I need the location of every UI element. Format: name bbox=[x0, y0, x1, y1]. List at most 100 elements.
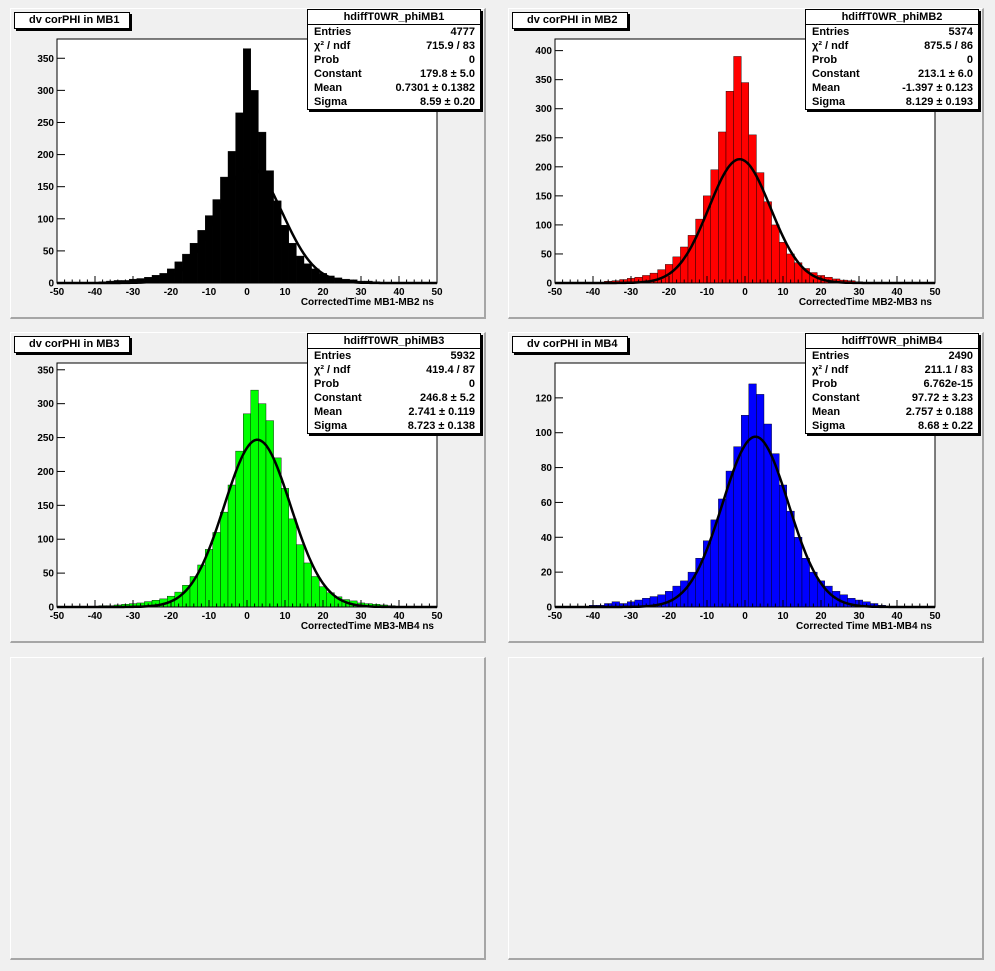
y-tick-label: 80 bbox=[541, 463, 553, 474]
y-tick-label: 150 bbox=[535, 191, 552, 202]
histogram-bar bbox=[303, 562, 312, 608]
x-tick-label: -10 bbox=[202, 611, 217, 622]
stats-label: Mean bbox=[314, 406, 343, 418]
stats-value: 0.7301 ± 0.1382 bbox=[395, 82, 475, 94]
x-tick-label: 30 bbox=[853, 287, 865, 298]
stats-label: Constant bbox=[812, 68, 860, 80]
stats-box-title: hdiffT0WR_phiMB1 bbox=[308, 10, 480, 25]
x-tick-label: 30 bbox=[853, 611, 865, 622]
stats-value: 8.68 ± 0.22 bbox=[918, 420, 973, 432]
stats-value: 419.4 / 87 bbox=[426, 364, 475, 376]
stats-value: 2490 bbox=[948, 350, 973, 362]
stats-box: hdiffT0WR_phiMB4 Entries 2490 χ² / ndf 211.1… bbox=[805, 333, 979, 434]
histogram-bar bbox=[227, 151, 236, 284]
stats-label: Constant bbox=[314, 392, 362, 404]
stats-value: 0 bbox=[468, 378, 475, 390]
histogram-bar bbox=[288, 242, 297, 284]
x-tick-label: 20 bbox=[815, 287, 827, 298]
stats-label: Mean bbox=[812, 82, 841, 94]
stats-label: χ² / ndf bbox=[314, 364, 351, 376]
y-tick-label: 150 bbox=[37, 501, 54, 512]
histogram-pad-mb4: -50 -40 -30 -20 -10 0 10 20 30 40 50 0 20 40 60 80 100 12… bbox=[508, 332, 984, 643]
stats-row: Sigma 8.68 ± 0.22 bbox=[806, 419, 978, 433]
stats-value: 5374 bbox=[948, 26, 973, 38]
x-tick-label: 40 bbox=[393, 287, 405, 298]
stats-label: Entries bbox=[314, 26, 352, 38]
x-axis-label: CorrectedTime MB2-MB3 ns bbox=[798, 297, 932, 308]
pad-title: dv corPHI in MB2 bbox=[512, 12, 629, 29]
x-tick-label: 10 bbox=[279, 287, 291, 298]
histogram-bar bbox=[235, 112, 244, 284]
x-tick-label: 50 bbox=[929, 287, 941, 298]
stats-label: Mean bbox=[812, 406, 841, 418]
stats-value: 715.9 / 83 bbox=[426, 40, 475, 52]
histogram-bar bbox=[311, 576, 320, 608]
empty-pad-left bbox=[10, 657, 486, 960]
x-axis-label: Corrected Time MB1-MB4 ns bbox=[796, 621, 932, 632]
histogram-bar bbox=[258, 131, 267, 284]
x-tick-label: -50 bbox=[548, 287, 563, 298]
y-tick-label: 200 bbox=[37, 150, 54, 161]
stats-row: Prob 0 bbox=[308, 377, 480, 391]
y-tick-label: 100 bbox=[37, 535, 54, 546]
stats-value: 2.757 ± 0.188 bbox=[905, 406, 973, 418]
histogram-bar bbox=[718, 131, 727, 284]
stats-value: 179.8 ± 5.0 bbox=[420, 68, 475, 80]
stats-value: 6.762e-15 bbox=[923, 378, 973, 390]
histogram-bar bbox=[212, 532, 221, 608]
x-tick-label: 40 bbox=[393, 611, 405, 622]
stats-label: Mean bbox=[314, 82, 343, 94]
histogram-svg: -50 -40 -30 -20 -10 0 10 20 30 40 50 0 50 100 150 200 25… bbox=[535, 38, 941, 298]
stats-box-title: hdiffT0WR_phiMB2 bbox=[806, 10, 978, 25]
y-tick-label: 50 bbox=[43, 569, 55, 580]
histogram-bar bbox=[786, 253, 795, 284]
x-tick-label: -40 bbox=[586, 611, 601, 622]
x-tick-label: -20 bbox=[662, 287, 677, 298]
stats-row: Prob 0 bbox=[806, 53, 978, 67]
y-tick-label: 350 bbox=[535, 75, 552, 86]
histogram-bar bbox=[258, 403, 267, 608]
y-tick-label: 350 bbox=[37, 54, 54, 65]
y-tick-label: 50 bbox=[43, 246, 55, 257]
x-tick-label: 30 bbox=[355, 287, 367, 298]
histogram-pad-mb3: -50 -40 -30 -20 -10 0 10 20 30 40 50 0 50 100 150 200 25… bbox=[10, 332, 486, 643]
x-tick-label: 0 bbox=[244, 287, 250, 298]
x-tick-label: -10 bbox=[700, 287, 715, 298]
histogram-bar bbox=[288, 518, 297, 608]
pad-title: dv corPHI in MB3 bbox=[14, 336, 131, 353]
x-tick-label: -20 bbox=[662, 611, 677, 622]
stats-row: Entries 5932 bbox=[308, 349, 480, 363]
histogram-bar bbox=[763, 201, 772, 284]
stats-row: Constant 213.1 ± 6.0 bbox=[806, 67, 978, 81]
x-tick-label: 20 bbox=[815, 611, 827, 622]
histogram-bar bbox=[733, 56, 742, 284]
x-tick-label: 20 bbox=[317, 287, 329, 298]
histogram-bar bbox=[296, 255, 305, 284]
y-tick-label: 300 bbox=[535, 104, 552, 115]
histogram-pad-mb1: -50 -40 -30 -20 -10 0 10 20 30 40 50 0 50 100 150 200 25… bbox=[10, 8, 486, 319]
stats-row: Constant 246.8 ± 5.2 bbox=[308, 391, 480, 405]
histogram-bar bbox=[786, 510, 795, 608]
x-tick-label: -20 bbox=[164, 611, 179, 622]
stats-value: 5932 bbox=[450, 350, 475, 362]
y-tick-label: 0 bbox=[546, 603, 552, 614]
y-tick-label: 250 bbox=[535, 133, 552, 144]
histogram-bar bbox=[801, 557, 810, 608]
stats-value: 4777 bbox=[450, 26, 475, 38]
stats-row: Prob 0 bbox=[308, 53, 480, 67]
y-tick-label: 150 bbox=[37, 182, 54, 193]
x-tick-label: -40 bbox=[586, 287, 601, 298]
histogram-bar bbox=[748, 134, 757, 284]
y-tick-label: 350 bbox=[37, 365, 54, 376]
x-tick-label: 0 bbox=[244, 611, 250, 622]
stats-box-title: hdiffT0WR_phiMB3 bbox=[308, 334, 480, 349]
stats-row: χ² / ndf 875.5 / 86 bbox=[806, 39, 978, 53]
stats-label: Sigma bbox=[812, 96, 846, 108]
stats-label: Constant bbox=[812, 392, 860, 404]
stats-label: χ² / ndf bbox=[812, 364, 849, 376]
stats-box: hdiffT0WR_phiMB1 Entries 4777 χ² / ndf 715.9… bbox=[307, 9, 481, 110]
histogram-bar bbox=[725, 91, 734, 284]
stats-row: Sigma 8.129 ± 0.193 bbox=[806, 95, 978, 109]
x-tick-label: -50 bbox=[50, 287, 65, 298]
stats-row: Sigma 8.59 ± 0.20 bbox=[308, 95, 480, 109]
